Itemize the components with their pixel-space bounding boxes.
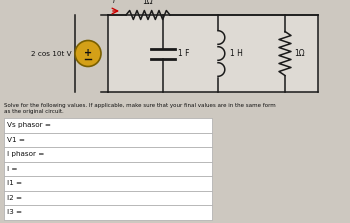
Text: I =: I = — [7, 166, 18, 172]
Text: 2 cos 10t V: 2 cos 10t V — [32, 50, 72, 56]
Bar — [4, 176, 212, 190]
Text: +: + — [84, 47, 92, 58]
Text: I3 =: I3 = — [7, 209, 22, 215]
Bar — [4, 205, 212, 219]
Text: Solve for the following values. If applicable, make sure that your final values : Solve for the following values. If appli… — [4, 103, 276, 114]
Text: i: i — [113, 0, 115, 5]
Text: V1 =: V1 = — [7, 137, 25, 143]
Text: 1 F: 1 F — [178, 49, 189, 58]
Text: I1 =: I1 = — [7, 180, 22, 186]
Bar — [4, 147, 212, 161]
Bar — [108, 15, 318, 92]
Text: Vs phasor =: Vs phasor = — [7, 122, 51, 128]
Bar — [4, 190, 212, 205]
Text: I2 =: I2 = — [7, 195, 22, 201]
Circle shape — [75, 41, 101, 66]
Text: 1Ω: 1Ω — [294, 49, 304, 58]
Text: I phasor =: I phasor = — [7, 151, 44, 157]
Bar — [4, 161, 212, 176]
Bar — [4, 118, 212, 132]
Text: 1 H: 1 H — [230, 49, 243, 58]
Text: 1Ω: 1Ω — [143, 0, 153, 6]
Bar — [4, 132, 212, 147]
